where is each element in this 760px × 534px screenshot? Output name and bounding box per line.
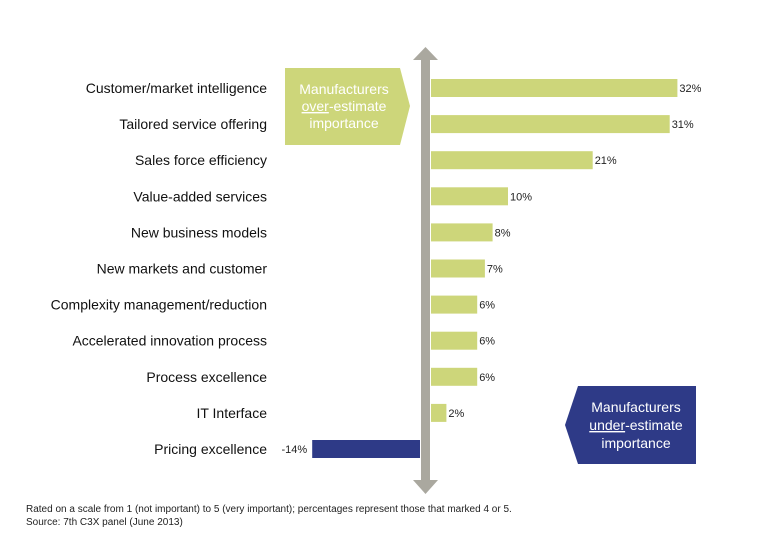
axis-arrow (413, 47, 438, 494)
over-callout-line3: importance (309, 115, 378, 131)
bar (431, 79, 678, 97)
data-label: 6% (479, 336, 495, 348)
bar (431, 403, 447, 422)
data-label: 7% (487, 264, 503, 276)
bar (431, 367, 478, 386)
category-label: Process excellence (146, 369, 267, 385)
under-callout-line3: importance (601, 435, 670, 451)
under-callout-line2: under-estimate (589, 417, 683, 433)
over-callout-line2: over-estimate (302, 98, 387, 114)
bar (431, 151, 593, 170)
category-label: New business models (131, 224, 267, 240)
data-label: 2% (448, 408, 464, 420)
data-label: 10% (510, 191, 532, 203)
data-label: 21% (595, 155, 617, 167)
data-label: 6% (479, 300, 495, 312)
category-label: Pricing excellence (154, 441, 267, 457)
bar (431, 223, 493, 242)
category-label: Tailored service offering (119, 116, 267, 132)
under-estimate-callout (565, 386, 696, 464)
data-label: -14% (282, 444, 308, 456)
under-callout-line1: Manufacturers (591, 399, 680, 415)
category-label: Value-added services (133, 188, 267, 204)
bar (431, 259, 485, 278)
bar (431, 115, 670, 134)
data-label: 32% (679, 83, 701, 95)
bar (431, 187, 508, 206)
footnote-scale: Rated on a scale from 1 (not important) … (26, 504, 512, 515)
bar (312, 440, 420, 458)
bar (431, 331, 478, 350)
category-label: IT Interface (196, 405, 267, 421)
category-label: Accelerated innovation process (72, 333, 267, 349)
data-label: 31% (672, 119, 694, 131)
over-estimate-callout (285, 68, 410, 145)
footnote-source: Source: 7th C3X panel (June 2013) (26, 517, 183, 528)
over-callout-line1: Manufacturers (299, 81, 388, 97)
category-label: Sales force efficiency (135, 152, 267, 168)
category-label: New markets and customer (97, 261, 268, 277)
category-label: Customer/market intelligence (86, 80, 268, 96)
data-label: 8% (495, 227, 511, 239)
data-label: 6% (479, 372, 495, 384)
bar (431, 295, 478, 314)
category-label: Complexity management/reduction (51, 297, 267, 313)
